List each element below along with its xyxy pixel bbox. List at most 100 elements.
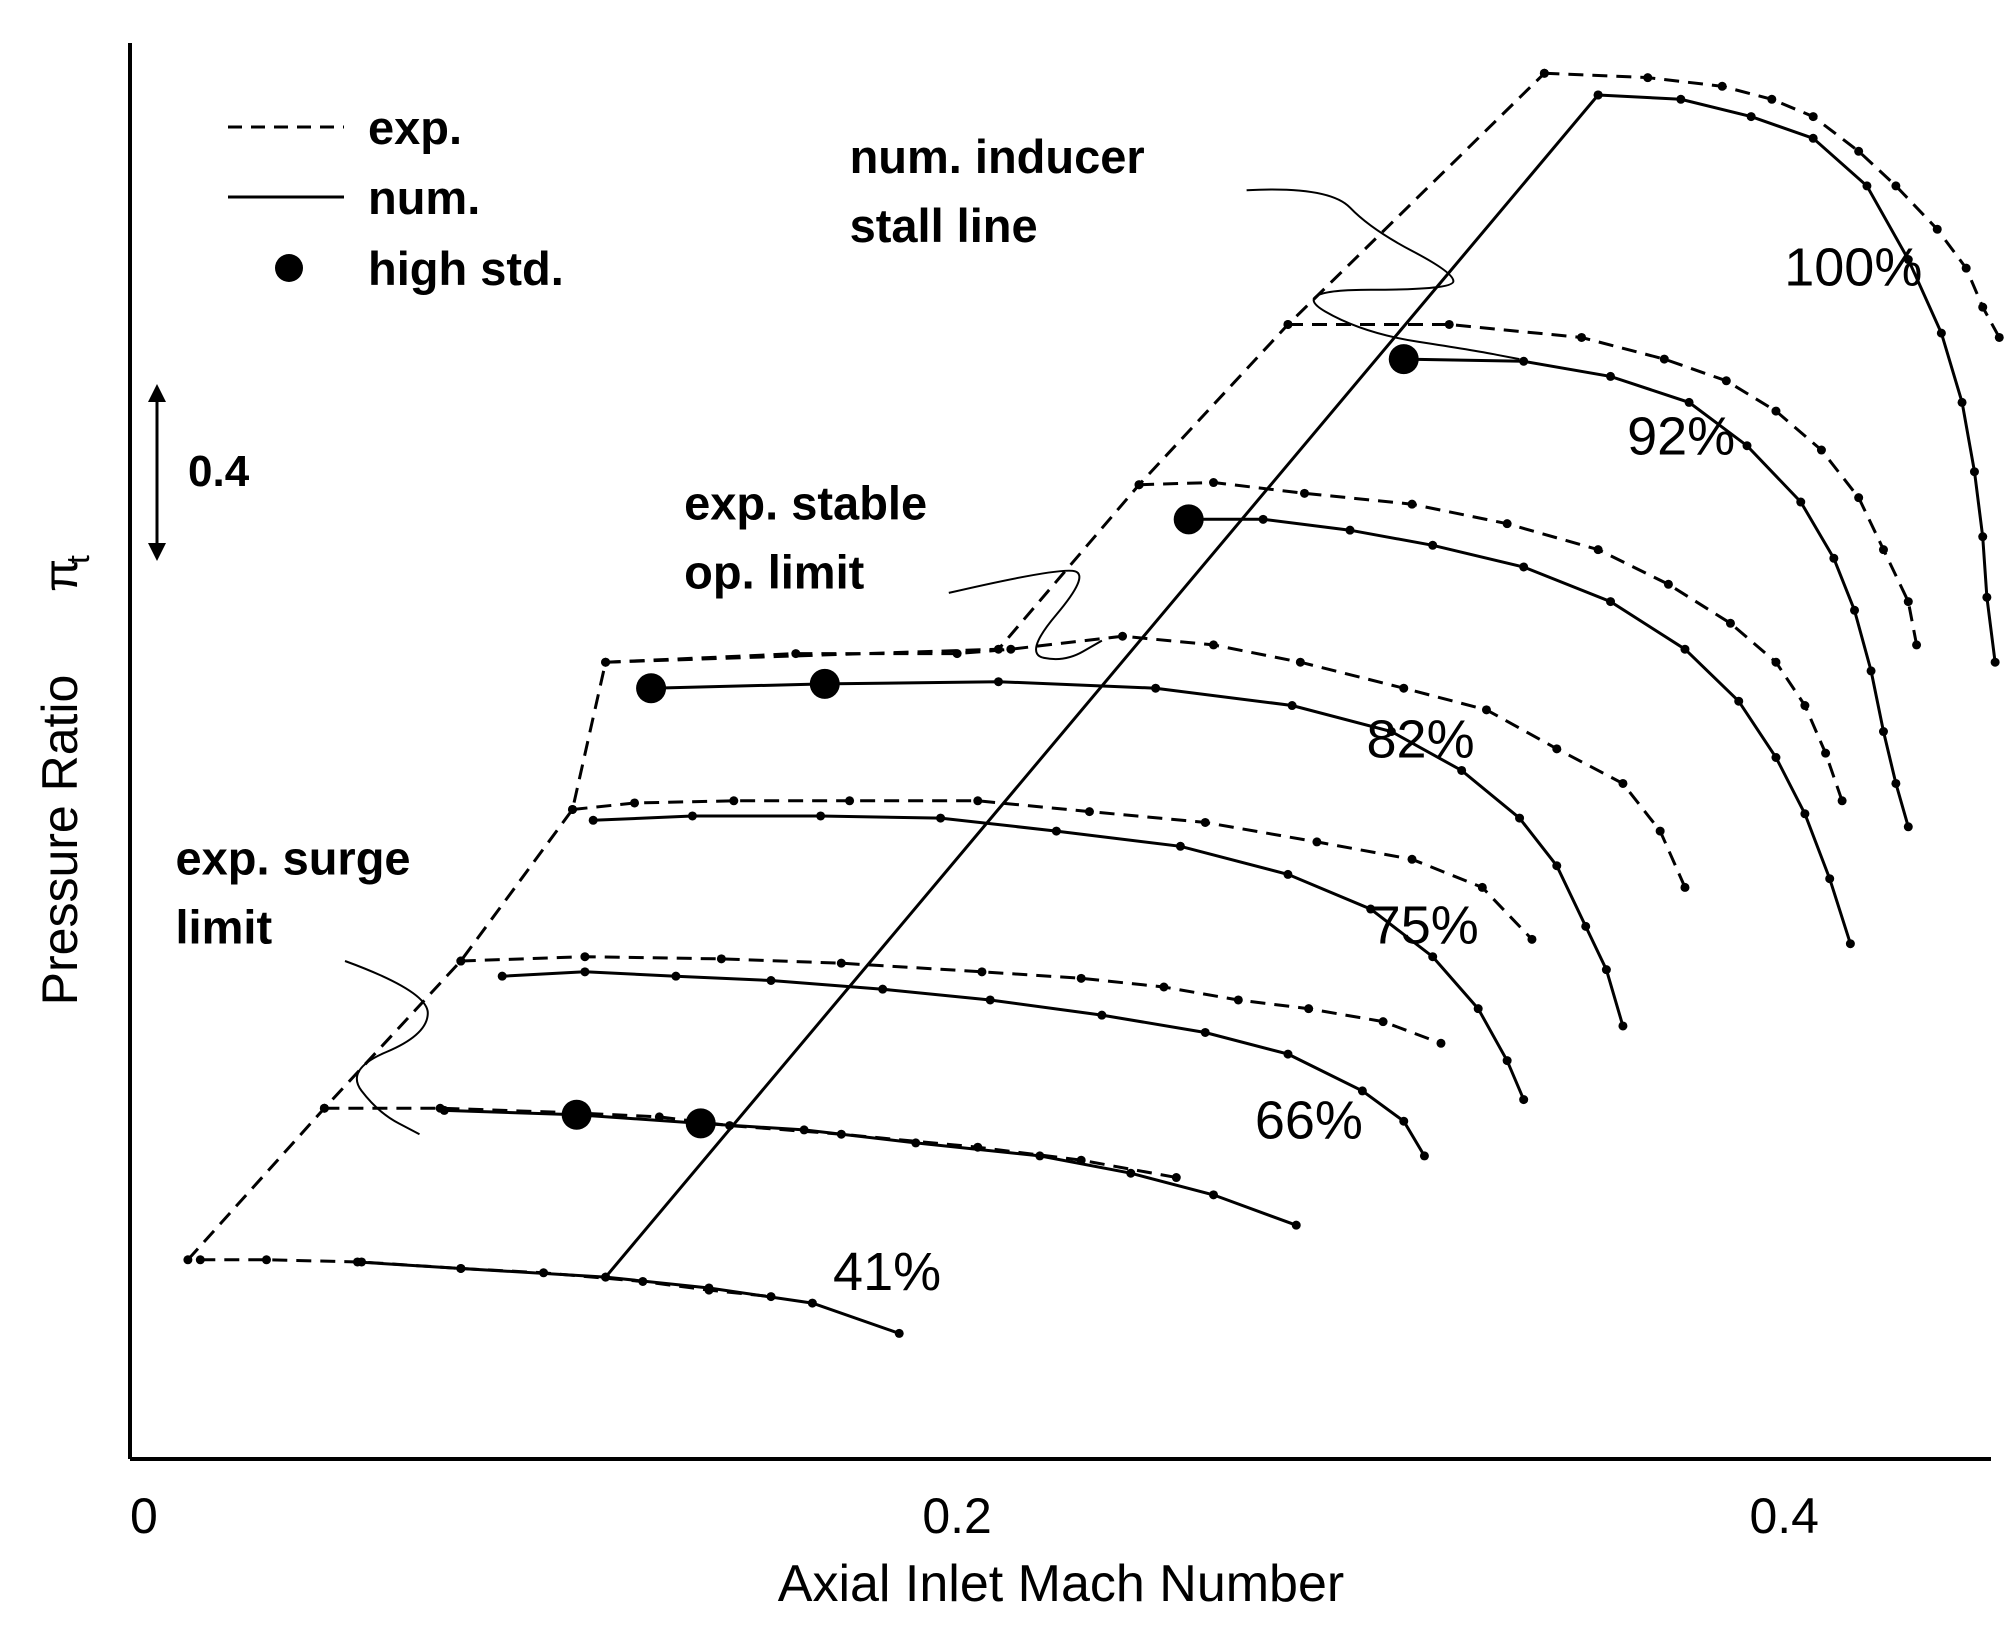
high-std-point	[561, 1099, 592, 1130]
data-point	[319, 1103, 329, 1113]
data-point	[1457, 765, 1467, 775]
series-exp-2	[319, 1103, 1181, 1183]
series-line	[200, 1258, 772, 1299]
series-line	[1544, 71, 2001, 339]
data-point	[1006, 644, 1016, 654]
data-point	[1502, 519, 1512, 529]
data-point	[1936, 328, 1946, 338]
data-point	[439, 1105, 449, 1115]
data-point	[1051, 826, 1061, 836]
x-tick-label: 0	[130, 1488, 158, 1544]
data-point	[1151, 683, 1161, 693]
series-exp-4	[456, 952, 1446, 1048]
data-point	[1407, 854, 1417, 864]
data-point	[1680, 644, 1690, 654]
data-point	[1891, 181, 1901, 191]
data-point	[1771, 657, 1781, 667]
data-point	[1366, 904, 1376, 914]
data-point	[1552, 744, 1562, 754]
data-point	[836, 958, 846, 968]
y-axis-title-group: Pressure Ratio π t	[32, 555, 96, 1005]
speed-label: 41%	[833, 1242, 941, 1302]
scale-bar-arrow-up-icon	[148, 384, 166, 402]
data-point	[729, 796, 739, 806]
series-exp-0	[195, 1255, 776, 1302]
x-tick-labels: 0 0.2 0.4	[130, 1488, 1819, 1544]
data-point	[1978, 532, 1988, 542]
data-point	[1134, 480, 1144, 490]
legend: exp. num. high std.	[228, 101, 564, 295]
data-point	[1721, 376, 1731, 386]
data-point	[1345, 525, 1355, 535]
data-point	[1866, 666, 1876, 676]
data-point	[1742, 441, 1752, 451]
data-point	[1825, 874, 1835, 884]
data-point	[630, 798, 640, 808]
data-point	[1209, 1190, 1219, 1200]
data-point	[1990, 657, 2000, 667]
series-num-11	[1184, 514, 1855, 949]
data-point	[911, 1138, 921, 1148]
data-point	[1519, 1095, 1529, 1105]
data-point	[183, 1255, 193, 1265]
data-point	[1283, 319, 1293, 329]
data-point	[1035, 1151, 1045, 1161]
annotation: exp. surge limit	[175, 831, 429, 1136]
data-point	[1878, 727, 1888, 737]
data-point	[1808, 112, 1818, 122]
data-point	[1655, 826, 1665, 836]
data-point	[1171, 1173, 1181, 1183]
data-point	[687, 811, 697, 821]
data-point	[1515, 813, 1525, 823]
data-point	[1428, 540, 1438, 550]
data-point	[977, 967, 987, 977]
speed-label: 66%	[1255, 1091, 1363, 1151]
high-std-point	[685, 1108, 716, 1139]
data-point	[973, 796, 983, 806]
data-point	[1419, 1151, 1429, 1161]
data-point	[807, 1298, 817, 1308]
data-point	[985, 995, 995, 1005]
y-axis-title: Pressure Ratio	[32, 675, 88, 1006]
series-line	[186, 72, 1546, 1261]
data-point	[1399, 683, 1409, 693]
data-point	[1378, 1017, 1388, 1027]
data-point	[1209, 640, 1219, 650]
series-line	[324, 1106, 1177, 1179]
data-point	[1175, 841, 1185, 851]
y-scale-bar: 0.4	[148, 384, 250, 561]
data-point	[456, 956, 466, 966]
data-point	[1932, 224, 1942, 234]
data-point	[1283, 869, 1293, 879]
data-point	[1209, 478, 1219, 488]
speed-label: 75%	[1371, 896, 1479, 956]
annotation-text: num. inducer	[850, 130, 1145, 183]
data-point	[1643, 73, 1653, 83]
data-point	[1118, 631, 1128, 641]
data-point	[1845, 939, 1855, 949]
high-std-point	[809, 668, 840, 699]
high-std-point	[1173, 504, 1204, 535]
data-point	[1969, 467, 1979, 477]
data-point	[1076, 973, 1086, 983]
data-point	[1659, 354, 1669, 364]
data-point	[1539, 68, 1549, 78]
data-point	[1829, 553, 1839, 563]
data-point	[1903, 597, 1913, 607]
data-point	[799, 1125, 809, 1135]
annotation: num. inducer stall line	[850, 130, 1520, 361]
data-point	[1519, 356, 1529, 366]
data-point	[1606, 597, 1616, 607]
data-point	[766, 976, 776, 986]
scale-bar-arrow-down-icon	[148, 543, 166, 561]
annotation-text: exp. stable	[684, 476, 927, 529]
data-point	[894, 1328, 904, 1338]
series-num-7	[588, 811, 1529, 1105]
series-exp-16	[183, 68, 1549, 1265]
scale-bar-label: 0.4	[188, 447, 250, 496]
data-point	[1734, 696, 1744, 706]
data-point	[671, 971, 681, 981]
series-exp-8	[601, 631, 1690, 892]
data-point	[816, 811, 826, 821]
